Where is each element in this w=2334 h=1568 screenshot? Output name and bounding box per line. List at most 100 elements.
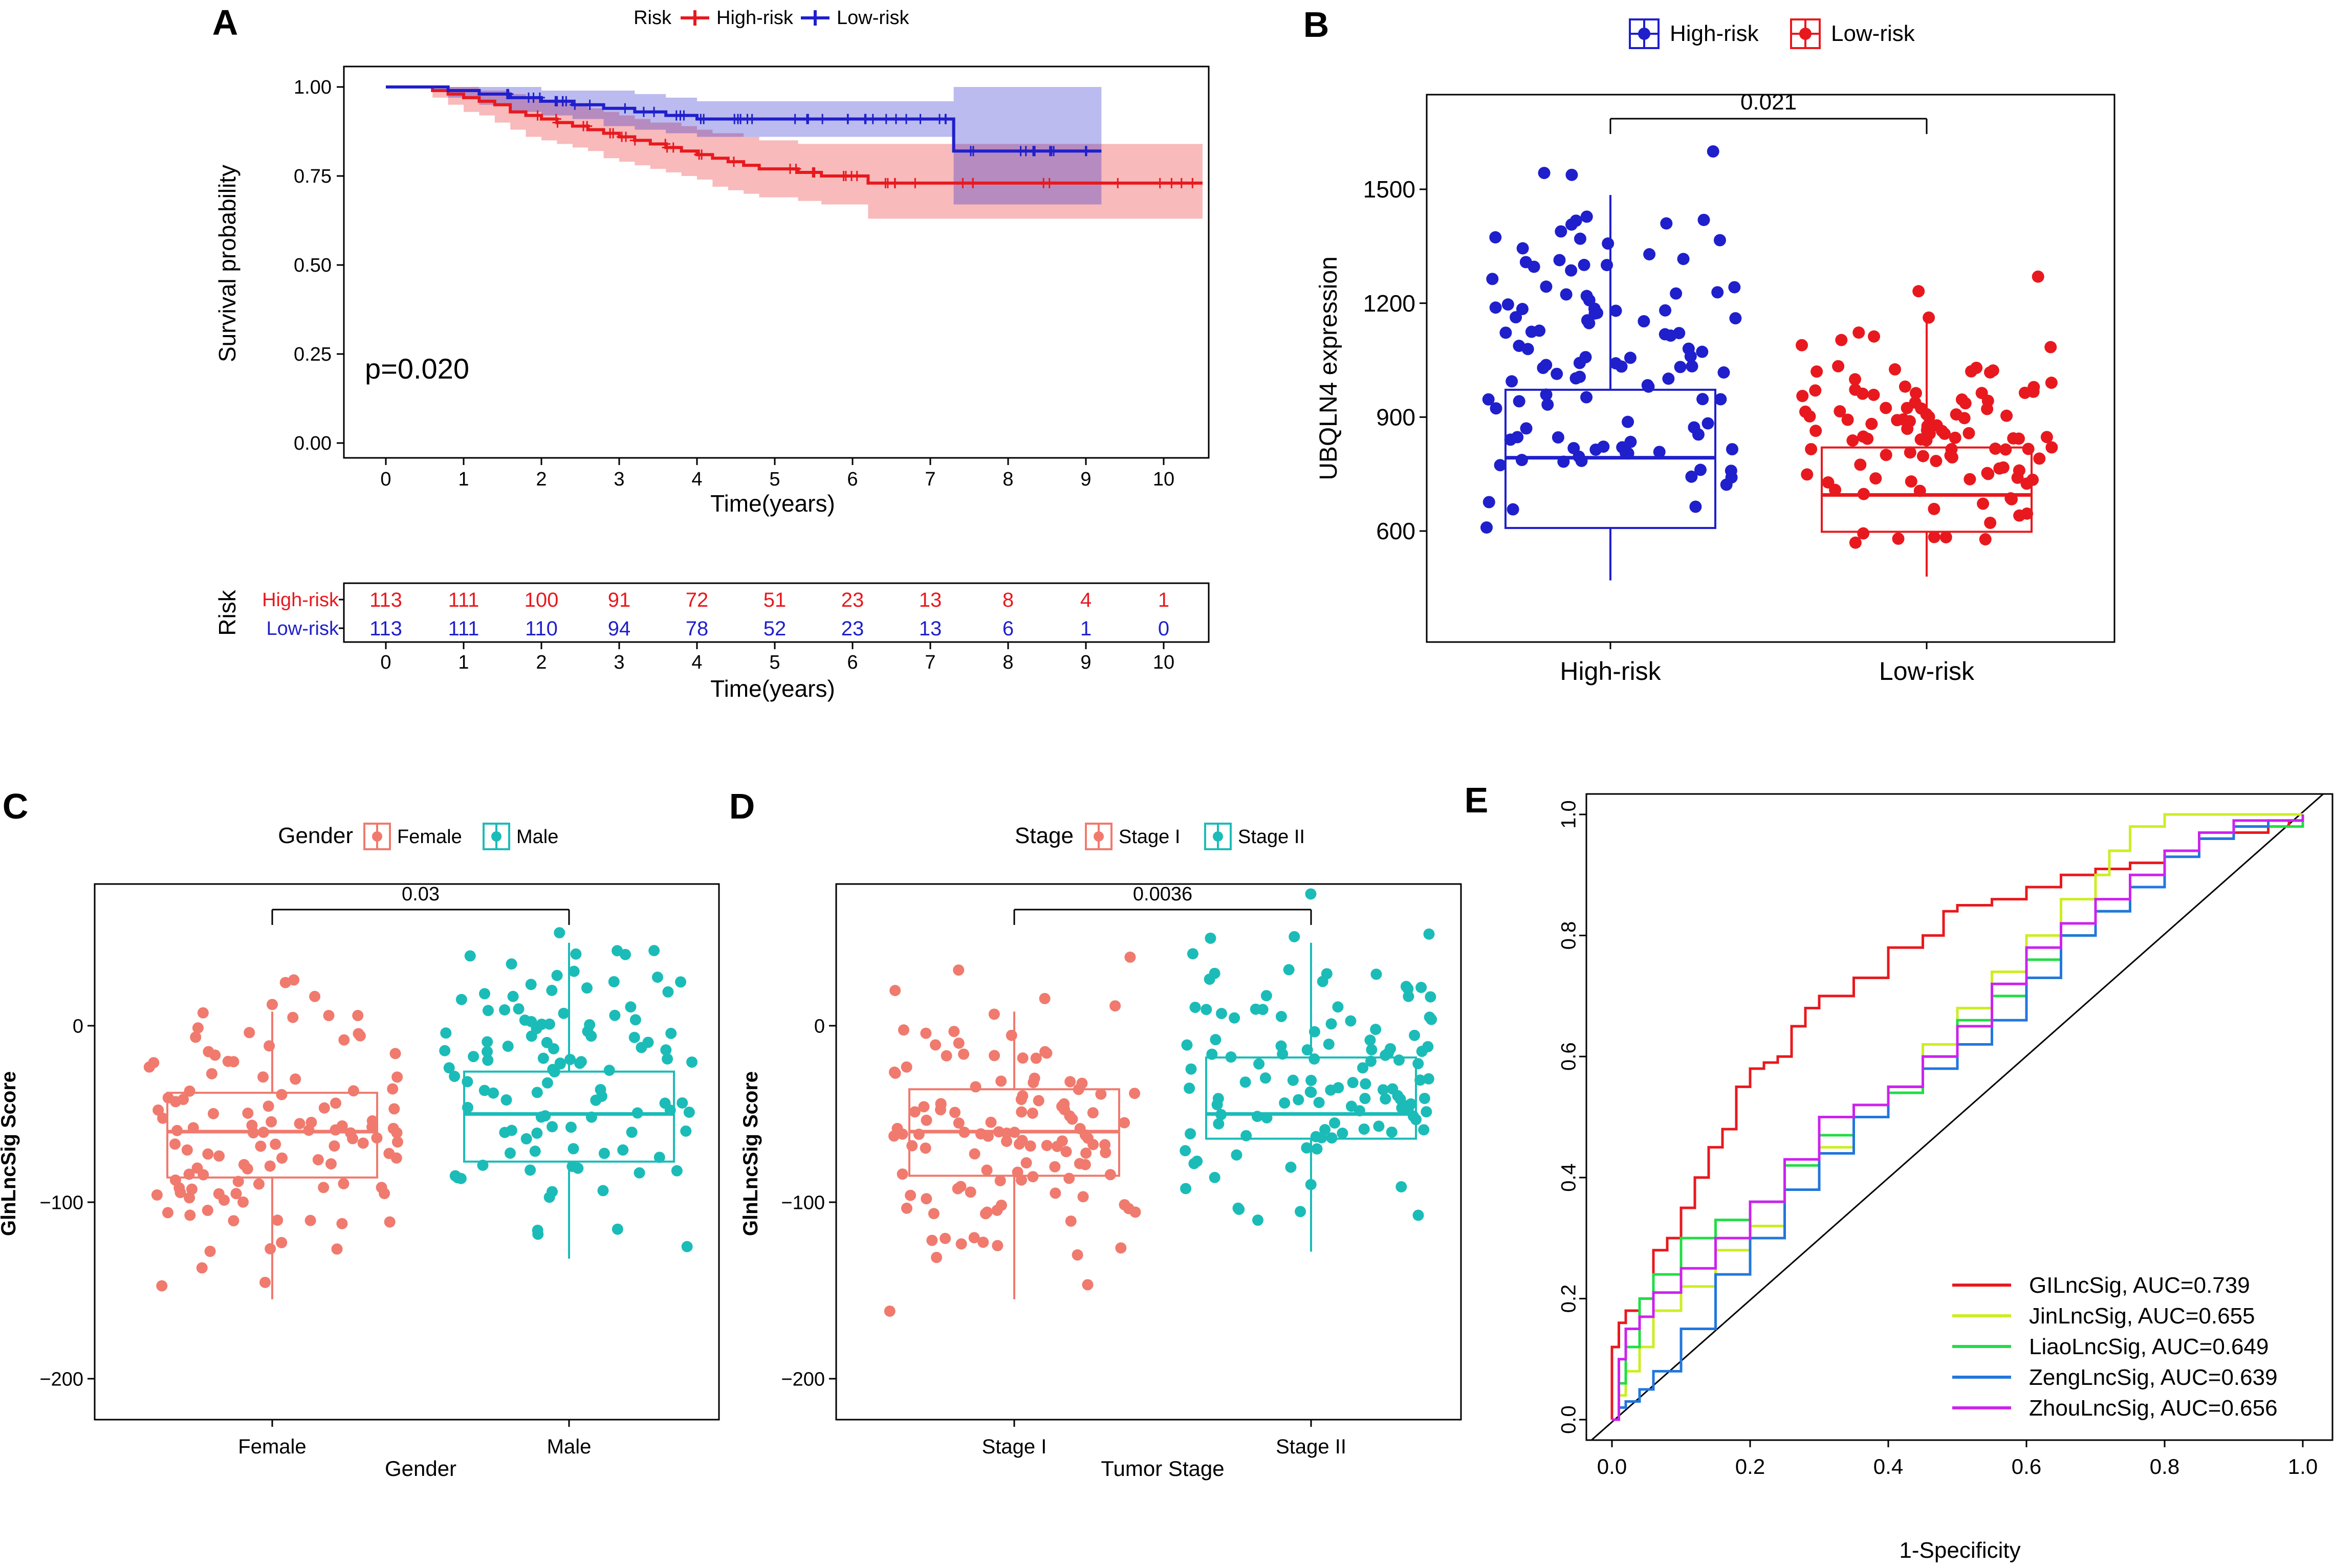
risk-table-xtick-label-10: 10 [1153,652,1174,673]
box-point-d-1-75 [1421,1106,1432,1118]
km-ci-band-1 [386,87,1102,205]
box-point-d-1-47 [1185,1128,1196,1140]
box-point-c-0-32 [232,1176,244,1187]
legend-c-entry-0: Female [397,826,462,848]
box-point-d-1-84 [1293,1094,1304,1106]
box-point-d-0-78 [941,1050,952,1062]
box-point-d-0-90 [1087,1107,1099,1119]
box-point-b-0-42 [1726,443,1738,456]
box-point-d-0-86 [948,1026,960,1037]
box-point-c-0-78 [259,1276,271,1288]
axis-c-ylabel: GlnLncSig Score [0,1071,20,1236]
box-point-c-1-102 [479,988,491,1000]
box-point-c-0-71 [366,1115,378,1127]
box-point-d-0-14 [918,1101,930,1113]
box-point-d-1-76 [1250,1003,1261,1015]
risk-table-xtick-label-7: 7 [925,652,935,673]
box-point-c-0-33 [270,1138,281,1150]
box-point-c-1-63 [671,1165,683,1177]
box-point-b-0-83 [1540,280,1553,293]
box-point-d-0-44 [1129,1088,1141,1099]
box-point-b-1-93 [1891,414,1904,427]
box-point-d-0-48 [901,1202,912,1214]
box-point-c-1-73 [681,1241,693,1252]
risk-count-1-9: 1 [1080,617,1092,640]
box-point-c-0-100 [318,1102,330,1114]
box-point-d-0-18 [992,1240,1004,1251]
box-point-b-1-4 [2044,341,2057,354]
box-point-d-0-28 [988,1008,1000,1020]
box-point-b-1-83 [1903,415,1916,428]
box-point-d-1-7 [1370,1024,1382,1035]
box-point-b-1-49 [1899,380,1911,393]
risk-table-title: Risk [214,589,241,635]
box-point-b-0-24 [1515,454,1528,467]
axis-d-xtick-label-1: Stage II [1276,1436,1346,1458]
box-point-d-1-101 [1396,1102,1408,1114]
legend-b-entry-0: High-risk [1670,21,1759,46]
box-point-c-1-41 [532,1228,544,1240]
box-point-c-0-104 [263,1100,274,1112]
box-point-d-0-58 [1072,1249,1083,1261]
axis-e-ytick-label-1: 0.2 [1558,1285,1580,1313]
axis-a-ylabel: Survival probability [214,165,241,362]
legend-c-title: Gender [278,823,353,848]
box-iqr-d-1 [1205,1056,1417,1140]
box-point-c-0-9 [312,1154,324,1165]
axis-d-ylabel: GlnLncSig Score [739,1071,762,1236]
box-point-b-0-48 [1609,304,1622,317]
box-point-d-0-95 [1109,1000,1121,1012]
axis-b-ytick-label-3: 1500 [1363,176,1415,203]
box-point-d-0-72 [1063,1173,1075,1184]
box-point-c-1-71 [513,1003,525,1015]
box-point-c-0-13 [242,1108,254,1119]
box-point-d-1-108 [1212,1093,1224,1105]
box-point-b-0-37 [1697,213,1710,226]
axis-e-xtick-label-5: 1.0 [2288,1454,2318,1478]
box-point-b-1-47 [1939,531,1952,544]
panel-e-plot-frame [1585,793,2333,1441]
box-point-b-0-79 [1725,471,1738,484]
box-point-b-0-107 [1510,311,1522,324]
box-point-b-0-87 [1664,329,1677,342]
box-point-c-0-31 [331,1243,343,1255]
box-point-b-1-103 [2026,473,2039,486]
box-point-c-1-77 [598,1147,610,1159]
box-point-b-0-65 [1507,503,1519,516]
sig-pvalue-c: 0.03 [402,884,440,905]
box-point-c-0-23 [197,1007,209,1019]
box-point-d-1-86 [1304,1086,1316,1098]
box-point-c-0-85 [347,1133,359,1144]
box-point-c-1-35 [642,1036,654,1048]
box-point-d-0-23 [995,1075,1007,1087]
box-point-c-1-99 [504,1147,516,1159]
axis-a-xtick-label-9: 9 [1080,469,1091,490]
box-point-d-1-59 [1409,1029,1421,1041]
box-point-b-0-109 [1597,440,1610,453]
box-point-b-1-51 [1841,413,1854,426]
box-point-d-0-60 [1029,1072,1040,1084]
box-point-d-1-53 [1189,1002,1201,1013]
risk-table-xtick-label-5: 5 [769,652,780,673]
box-point-c-0-74 [266,999,278,1010]
box-point-c-0-3 [202,1204,213,1216]
box-point-c-0-56 [391,1136,403,1148]
box-point-c-0-92 [309,990,321,1002]
box-point-b-1-65 [1964,473,1976,485]
box-point-c-1-70 [626,1127,638,1138]
box-point-d-1-51 [1239,1076,1251,1088]
box-point-c-1-96 [520,1133,532,1145]
box-point-b-1-76 [1962,427,1975,439]
risk-count-1-7: 13 [919,617,942,640]
box-point-d-0-33 [909,1106,921,1118]
box-point-d-1-27 [1357,1062,1369,1074]
box-point-d-0-52 [940,1232,951,1244]
risk-count-1-3: 94 [608,617,631,640]
box-point-d-0-115 [930,1039,942,1051]
box-point-c-1-34 [662,986,674,998]
legend-d-entry-1: Stage II [1238,826,1305,848]
axis-b-ytick-label-2: 1200 [1363,290,1415,317]
legend-c-key-dot-0 [372,831,382,842]
box-point-b-0-69 [1538,167,1551,180]
legend-e-entry-3: ZengLncSig, AUC=0.639 [2029,1365,2278,1390]
